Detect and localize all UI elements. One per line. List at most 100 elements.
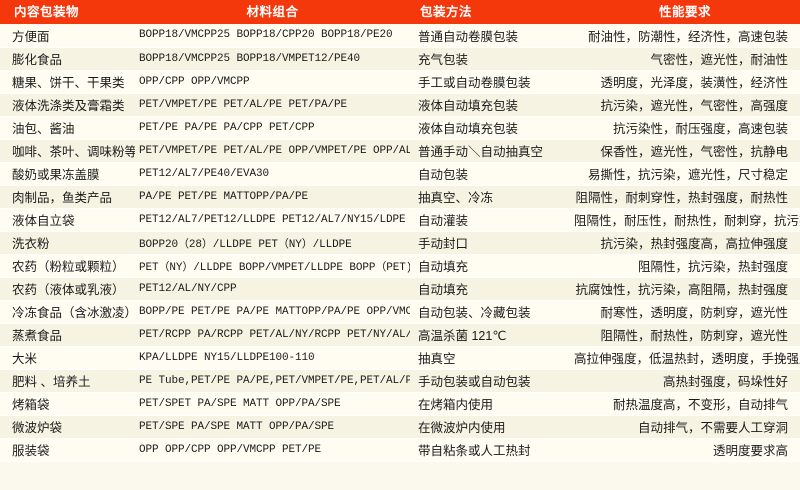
cell-method: 自动填充: [410, 254, 570, 278]
table-row: 液体洗涤类及膏霜类 PET/VMPET/PE PET/AL/PE PET/PA/P…: [0, 93, 800, 117]
column-header-content: 内容包装物: [14, 5, 80, 19]
cell-content: 洗衣粉: [0, 231, 135, 255]
cell-method: 自动包装: [410, 162, 570, 186]
cell-performance: 高热封强度，码垛性好: [570, 369, 800, 393]
cell-performance: 抗腐蚀性，抗污染，高阻隔，热封强度: [570, 277, 800, 301]
cell-performance: 耐寒性，透明度，防刺穿，遮光性: [570, 300, 800, 324]
cell-method: 在微波炉内使用: [410, 415, 570, 439]
column-header-material: 材料组合: [246, 5, 299, 19]
cell-method: 自动填充: [410, 277, 570, 301]
table-row: 油包、酱油 PET/PE PA/PE PA/CPP PET/CPP 液体自动填充包装…: [0, 116, 800, 140]
cell-material: BOPP20（28）/LLDPE PET（NY）/LLDPE: [135, 231, 410, 255]
cell-material: PET/RCPP PA/RCPP PET/AL/NY/RCPP PET/NY/A…: [135, 323, 410, 347]
cell-content: 方便面: [0, 24, 135, 48]
cell-content: 油包、酱油: [0, 116, 135, 140]
table-row: 酸奶或果冻盖膜 PET12/AL7/PE40/EVA30 自动包装 易撕性，抗污染，遮…: [0, 162, 800, 186]
cell-material: PET12/AL7/PE40/EVA30: [135, 162, 410, 186]
cell-method: 充气包装: [410, 47, 570, 71]
cell-material: PA/PE PET/PE MATTOPP/PA/PE: [135, 185, 410, 209]
cell-content: 农药（液体或乳液）: [0, 277, 135, 301]
cell-method: 手动包装或自动包装: [410, 369, 570, 393]
cell-content: 肥料 、培养土: [0, 369, 135, 393]
packaging-spec-table: 内容包装物 材料组合 包装方法 性能要求 方便面 BOPP18/VMCPP25 B…: [0, 0, 800, 462]
cell-material: BOPP18/VMCPP25 BOPP18/VMPET12/PE40: [135, 47, 410, 71]
cell-performance: 高拉伸强度，低温热封，透明度，手挽强度高: [570, 346, 800, 370]
cell-material: PET（NY）/LLDPE BOPP/VMPET/LLDPE BOPP（PET)…: [135, 254, 410, 278]
cell-method: 手工或自动卷膜包装: [410, 70, 570, 94]
cell-method: 自动灌装: [410, 208, 570, 232]
cell-method: 液体自动填充包装: [410, 116, 570, 140]
table-header: 内容包装物 材料组合 包装方法 性能要求: [0, 0, 800, 24]
cell-performance: 阻隔性，耐刺穿性，热封强度，耐热性: [570, 185, 800, 209]
cell-content: 冷冻食品（含冰激凌）: [0, 300, 135, 324]
table-row: 肥料 、培养土 PE Tube,PET/PE PA/PE,PET/VMPET/PE…: [0, 369, 800, 393]
cell-method: 自动包装、冷藏包装: [410, 300, 570, 324]
cell-content: 服装袋: [0, 438, 135, 462]
cell-content: 糖果、饼干、干果类: [0, 70, 135, 94]
table-row: 烤箱袋 PET/SPET PA/SPE MATT OPP/PA/SPE 在烤箱内使用…: [0, 392, 800, 416]
table-header-row: 内容包装物 材料组合 包装方法 性能要求: [0, 0, 800, 24]
cell-material: PE Tube,PET/PE PA/PE,PET/VMPET/PE,PET/AL…: [135, 369, 410, 393]
cell-method: 抽真空: [410, 346, 570, 370]
cell-performance: 耐油性，防潮性，经济性，高速包装: [570, 24, 800, 48]
cell-material: PET/SPET PA/SPE MATT OPP/PA/SPE: [135, 392, 410, 416]
cell-performance: 阻隔性，耐压性，耐热性，耐刺穿，抗污染: [570, 208, 800, 232]
cell-content: 肉制品，鱼类产品: [0, 185, 135, 209]
cell-method: 普通自动卷膜包装: [410, 24, 570, 48]
table-row: 咖啡、茶叶、调味粉等 PET/VMPET/PE PET/AL/PE OPP/VMP…: [0, 139, 800, 163]
cell-material: PET/VMPET/PE PET/AL/PE PET/PA/PE: [135, 93, 410, 117]
table-row: 农药（粉粒或颗粒） PET（NY）/LLDPE BOPP/VMPET/LLDPE …: [0, 254, 800, 278]
cell-content: 液体洗涤类及膏霜类: [0, 93, 135, 117]
cell-performance: 保香性，遮光性，气密性，抗静电: [570, 139, 800, 163]
table-row: 微波炉袋 PET/SPE PA/SPE MATT OPP/PA/SPE 在微波炉内使…: [0, 415, 800, 439]
column-header-performance: 性能要求: [658, 5, 711, 19]
table-row: 膨化食品 BOPP18/VMCPP25 BOPP18/VMPET12/PE40 充气…: [0, 47, 800, 71]
cell-content: 液体自立袋: [0, 208, 135, 232]
cell-method: 普通手动＼自动抽真空: [410, 139, 570, 163]
cell-method: 带自粘条或人工热封: [410, 438, 570, 462]
cell-material: PET/PE PA/PE PA/CPP PET/CPP: [135, 116, 410, 140]
cell-performance: 抗污染，热封强度高，高拉伸强度: [570, 231, 800, 255]
cell-material: PET12/AL/NY/CPP: [135, 277, 410, 301]
cell-content: 酸奶或果冻盖膜: [0, 162, 135, 186]
cell-material: PET12/AL7/PET12/LLDPE PET12/AL7/NY15/LDP…: [135, 208, 410, 232]
table-row: 冷冻食品（含冰激凌） BOPP/PE PET/PE PA/PE MATTOPP/P…: [0, 300, 800, 324]
table-row: 农药（液体或乳液） PET12/AL/NY/CPP 自动填充 抗腐蚀性，抗污染，高阻隔…: [0, 277, 800, 301]
cell-method: 液体自动填充包装: [410, 93, 570, 117]
cell-method: 手动封口: [410, 231, 570, 255]
cell-content: 蒸煮食品: [0, 323, 135, 347]
table-row: 洗衣粉 BOPP20（28）/LLDPE PET（NY）/LLDPE 手动封口 抗污染…: [0, 231, 800, 255]
cell-material: KPA/LLDPE NY15/LLDPE100-110: [135, 346, 410, 370]
cell-performance: 抗污染性，耐压强度，高速包装: [570, 116, 800, 140]
cell-performance: 易撕性，抗污染，遮光性，尺寸稳定: [570, 162, 800, 186]
table-row: 服装袋 OPP OPP/CPP OPP/VMCPP PET/PE 带自粘条或人工热封…: [0, 438, 800, 462]
cell-material: OPP/CPP OPP/VMCPP: [135, 70, 410, 94]
cell-material: PET/VMPET/PE PET/AL/PE OPP/VMPET/PE OPP/…: [135, 139, 410, 163]
cell-content: 烤箱袋: [0, 392, 135, 416]
cell-performance: 透明度，光泽度，装潢性，经济性: [570, 70, 800, 94]
table-row: 大米 KPA/LLDPE NY15/LLDPE100-110 抽真空 高拉伸强度，低温…: [0, 346, 800, 370]
table-row: 糖果、饼干、干果类 OPP/CPP OPP/VMCPP 手工或自动卷膜包装 透明度，光…: [0, 70, 800, 94]
cell-content: 大米: [0, 346, 135, 370]
cell-method: 在烤箱内使用: [410, 392, 570, 416]
cell-method: 高温杀菌 121℃: [410, 323, 570, 347]
cell-performance: 阻隔性，耐热性，防刺穿，遮光性: [570, 323, 800, 347]
cell-content: 农药（粉粒或颗粒）: [0, 254, 135, 278]
table-row: 液体自立袋 PET12/AL7/PET12/LLDPE PET12/AL7/NY1…: [0, 208, 800, 232]
cell-content: 微波炉袋: [0, 415, 135, 439]
cell-performance: 抗污染，遮光性，气密性，高强度: [570, 93, 800, 117]
cell-performance: 自动排气，不需要人工穿洞: [570, 415, 800, 439]
cell-material: BOPP18/VMCPP25 BOPP18/CPP20 BOPP18/PE20: [135, 24, 410, 48]
cell-content: 膨化食品: [0, 47, 135, 71]
cell-material: BOPP/PE PET/PE PA/PE MATTOPP/PA/PE OPP/V…: [135, 300, 410, 324]
table-row: 肉制品，鱼类产品 PA/PE PET/PE MATTOPP/PA/PE 抽真空、冷冻…: [0, 185, 800, 209]
cell-material: PET/SPE PA/SPE MATT OPP/PA/SPE: [135, 415, 410, 439]
cell-content: 咖啡、茶叶、调味粉等: [0, 139, 135, 163]
cell-method: 抽真空、冷冻: [410, 185, 570, 209]
cell-performance: 气密性，遮光性，耐油性: [570, 47, 800, 71]
table-row: 方便面 BOPP18/VMCPP25 BOPP18/CPP20 BOPP18/PE…: [0, 24, 800, 48]
cell-material: OPP OPP/CPP OPP/VMCPP PET/PE: [135, 438, 410, 462]
cell-performance: 耐热温度高，不变形，自动排气: [570, 392, 800, 416]
table-body: 方便面 BOPP18/VMCPP25 BOPP18/CPP20 BOPP18/PE…: [0, 24, 800, 462]
